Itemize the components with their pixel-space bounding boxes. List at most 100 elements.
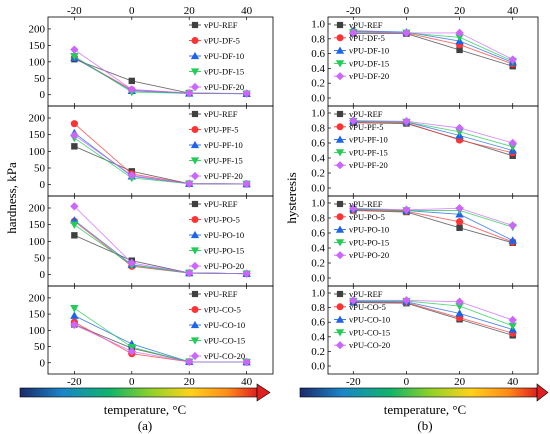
legend-marker — [191, 306, 199, 313]
x-tick-label-bottom: -20 — [346, 376, 361, 388]
data-point — [70, 221, 79, 229]
legend-marker — [190, 140, 200, 149]
y-tick-label: 0.2 — [311, 258, 325, 270]
legend-marker — [335, 161, 345, 170]
y-tick-label: 0.0 — [311, 273, 325, 285]
data-point — [508, 143, 517, 151]
legend-marker — [190, 82, 200, 92]
legend-label: vPU-PF-10 — [349, 135, 388, 145]
data-point — [455, 218, 464, 226]
y-tick-label: 0.8 — [311, 123, 325, 135]
series-line-ref — [353, 210, 513, 244]
legend-marker — [336, 290, 344, 298]
legend-label: vPU-CO-20 — [204, 351, 245, 361]
legend-marker — [191, 200, 199, 208]
legend-label: vPU-DF-5 — [349, 33, 385, 43]
legend-marker — [336, 303, 344, 311]
data-point — [70, 305, 79, 313]
legend-label: vPU-PF-15 — [349, 147, 388, 157]
y-tick-label: 0.6 — [311, 317, 325, 329]
legend-label: vPU-DF-20 — [349, 71, 389, 81]
data-point — [349, 296, 358, 305]
y-tick-label: 0.6 — [311, 228, 325, 240]
y-tick-label: 1.0 — [311, 19, 325, 31]
panel-hysteresis-co: 0.0 0.2 0.4 0.6 0.8 1.0 -20 0 20 40 vPU-REF vPU-CO-… — [311, 285, 539, 388]
data-point — [508, 221, 517, 230]
y-tick-label: 200 — [29, 203, 46, 215]
legend-marker — [335, 341, 345, 350]
data-point — [456, 224, 463, 231]
panel-hysteresis-df: 0.0 0.2 0.4 0.6 0.8 1.0 -20 0 20 40 vPU-REF vPU-DF-… — [311, 5, 539, 107]
legend-label: vPU-PO-15 — [349, 237, 389, 247]
y-tick-label: 0.4 — [311, 331, 325, 343]
panel-hysteresis-po: 0.0 0.2 0.4 0.6 0.8 1.0 vPU-REF vPU-PO-5 vPU-PO-… — [311, 195, 539, 287]
series-line-20 — [353, 120, 513, 144]
legend-label: vPU-PF-5 — [204, 125, 238, 135]
y-tick-label: 200 — [29, 113, 46, 125]
y-tick-label: 0.2 — [311, 78, 325, 90]
legend-label: vPU-PF-10 — [204, 140, 243, 150]
data-point — [349, 116, 358, 125]
y-tick-label: 150 — [29, 219, 46, 231]
temperature-axis-title-right: temperature, °C — [384, 402, 466, 417]
legend-label: vPU-REF — [204, 289, 238, 299]
data-point — [455, 309, 464, 317]
hardness-axis-title: hardness, kPa — [4, 162, 19, 234]
x-tick-label-bottom: 40 — [241, 376, 253, 388]
legend-label: vPU-CO-15 — [204, 336, 245, 346]
legend-hardness-df: vPU-REF vPU-DF-5 vPU-DF-10 vPU-DF-15 vPU-DF-… — [189, 20, 244, 92]
series-line-5 — [353, 121, 513, 154]
data-point — [455, 28, 464, 38]
x-tick-label-bottom: 0 — [129, 376, 135, 388]
legend-marker — [190, 51, 200, 60]
y-tick-label: 0.8 — [311, 33, 325, 45]
panel-frame-hardness-pf — [47, 105, 274, 197]
legend-hysteresis-df: vPU-REF vPU-DF-5 vPU-DF-10 vPU-DF-15 vPU-DF-… — [334, 20, 389, 81]
y-tick-label: 100 — [29, 56, 46, 68]
legend-marker — [335, 225, 345, 233]
data-point — [455, 123, 464, 133]
data-point — [70, 120, 78, 128]
x-tick-label-bottom: 20 — [454, 376, 466, 388]
y-tick-label: 0.4 — [311, 63, 325, 75]
x-tick-label-bottom: 0 — [404, 376, 410, 388]
x-tick-label-bottom: 40 — [507, 376, 519, 388]
data-point — [70, 311, 79, 319]
legend-marker — [190, 247, 200, 255]
data-point — [455, 302, 464, 311]
data-point — [455, 297, 464, 306]
x-tick-label-top: 40 — [507, 5, 519, 17]
legend-hardness-po: vPU-REF vPU-PO-5 vPU-PO-10 vPU-PO-15 vPU-PO-… — [189, 199, 244, 271]
data-point — [455, 34, 464, 42]
legend-marker — [190, 230, 200, 239]
legend-label: vPU-CO-20 — [349, 340, 390, 350]
y-tick-label: 200 — [29, 292, 46, 304]
data-point — [508, 322, 517, 331]
legend-hardness-pf: vPU-REF vPU-PF-5 vPU-PF-10 vPU-PF-15 vPU-PF-… — [189, 109, 243, 181]
y-tick-label: 50 — [34, 341, 46, 353]
legend-label: vPU-DF-15 — [204, 67, 244, 77]
data-point — [70, 131, 79, 140]
legend-label: vPU-CO-10 — [204, 320, 245, 330]
legend-marker — [336, 123, 344, 131]
series-line-15 — [353, 208, 513, 228]
y-tick-label: 50 — [34, 163, 46, 175]
y-tick-label: 1.0 — [311, 288, 325, 300]
y-tick-label: 100 — [29, 146, 46, 158]
y-tick-label: 200 — [29, 23, 46, 35]
legend-label: vPU-PO-5 — [204, 215, 240, 225]
legend-hysteresis-po: vPU-REF vPU-PO-5 vPU-PO-10 vPU-PO-15 vPU-PO-… — [334, 199, 389, 260]
data-point — [402, 205, 411, 214]
legend-marker — [335, 251, 345, 260]
legend-marker — [191, 37, 199, 44]
data-point — [128, 77, 135, 85]
data-point — [185, 179, 194, 188]
temperature-arrow-left — [19, 383, 271, 402]
series-line-20 — [74, 205, 247, 275]
legend-label: vPU-PO-10 — [204, 230, 244, 240]
data-point — [70, 53, 79, 61]
series-line-ref — [353, 302, 513, 336]
legend-marker — [335, 315, 345, 323]
legend-label: vPU-PO-15 — [204, 246, 244, 256]
